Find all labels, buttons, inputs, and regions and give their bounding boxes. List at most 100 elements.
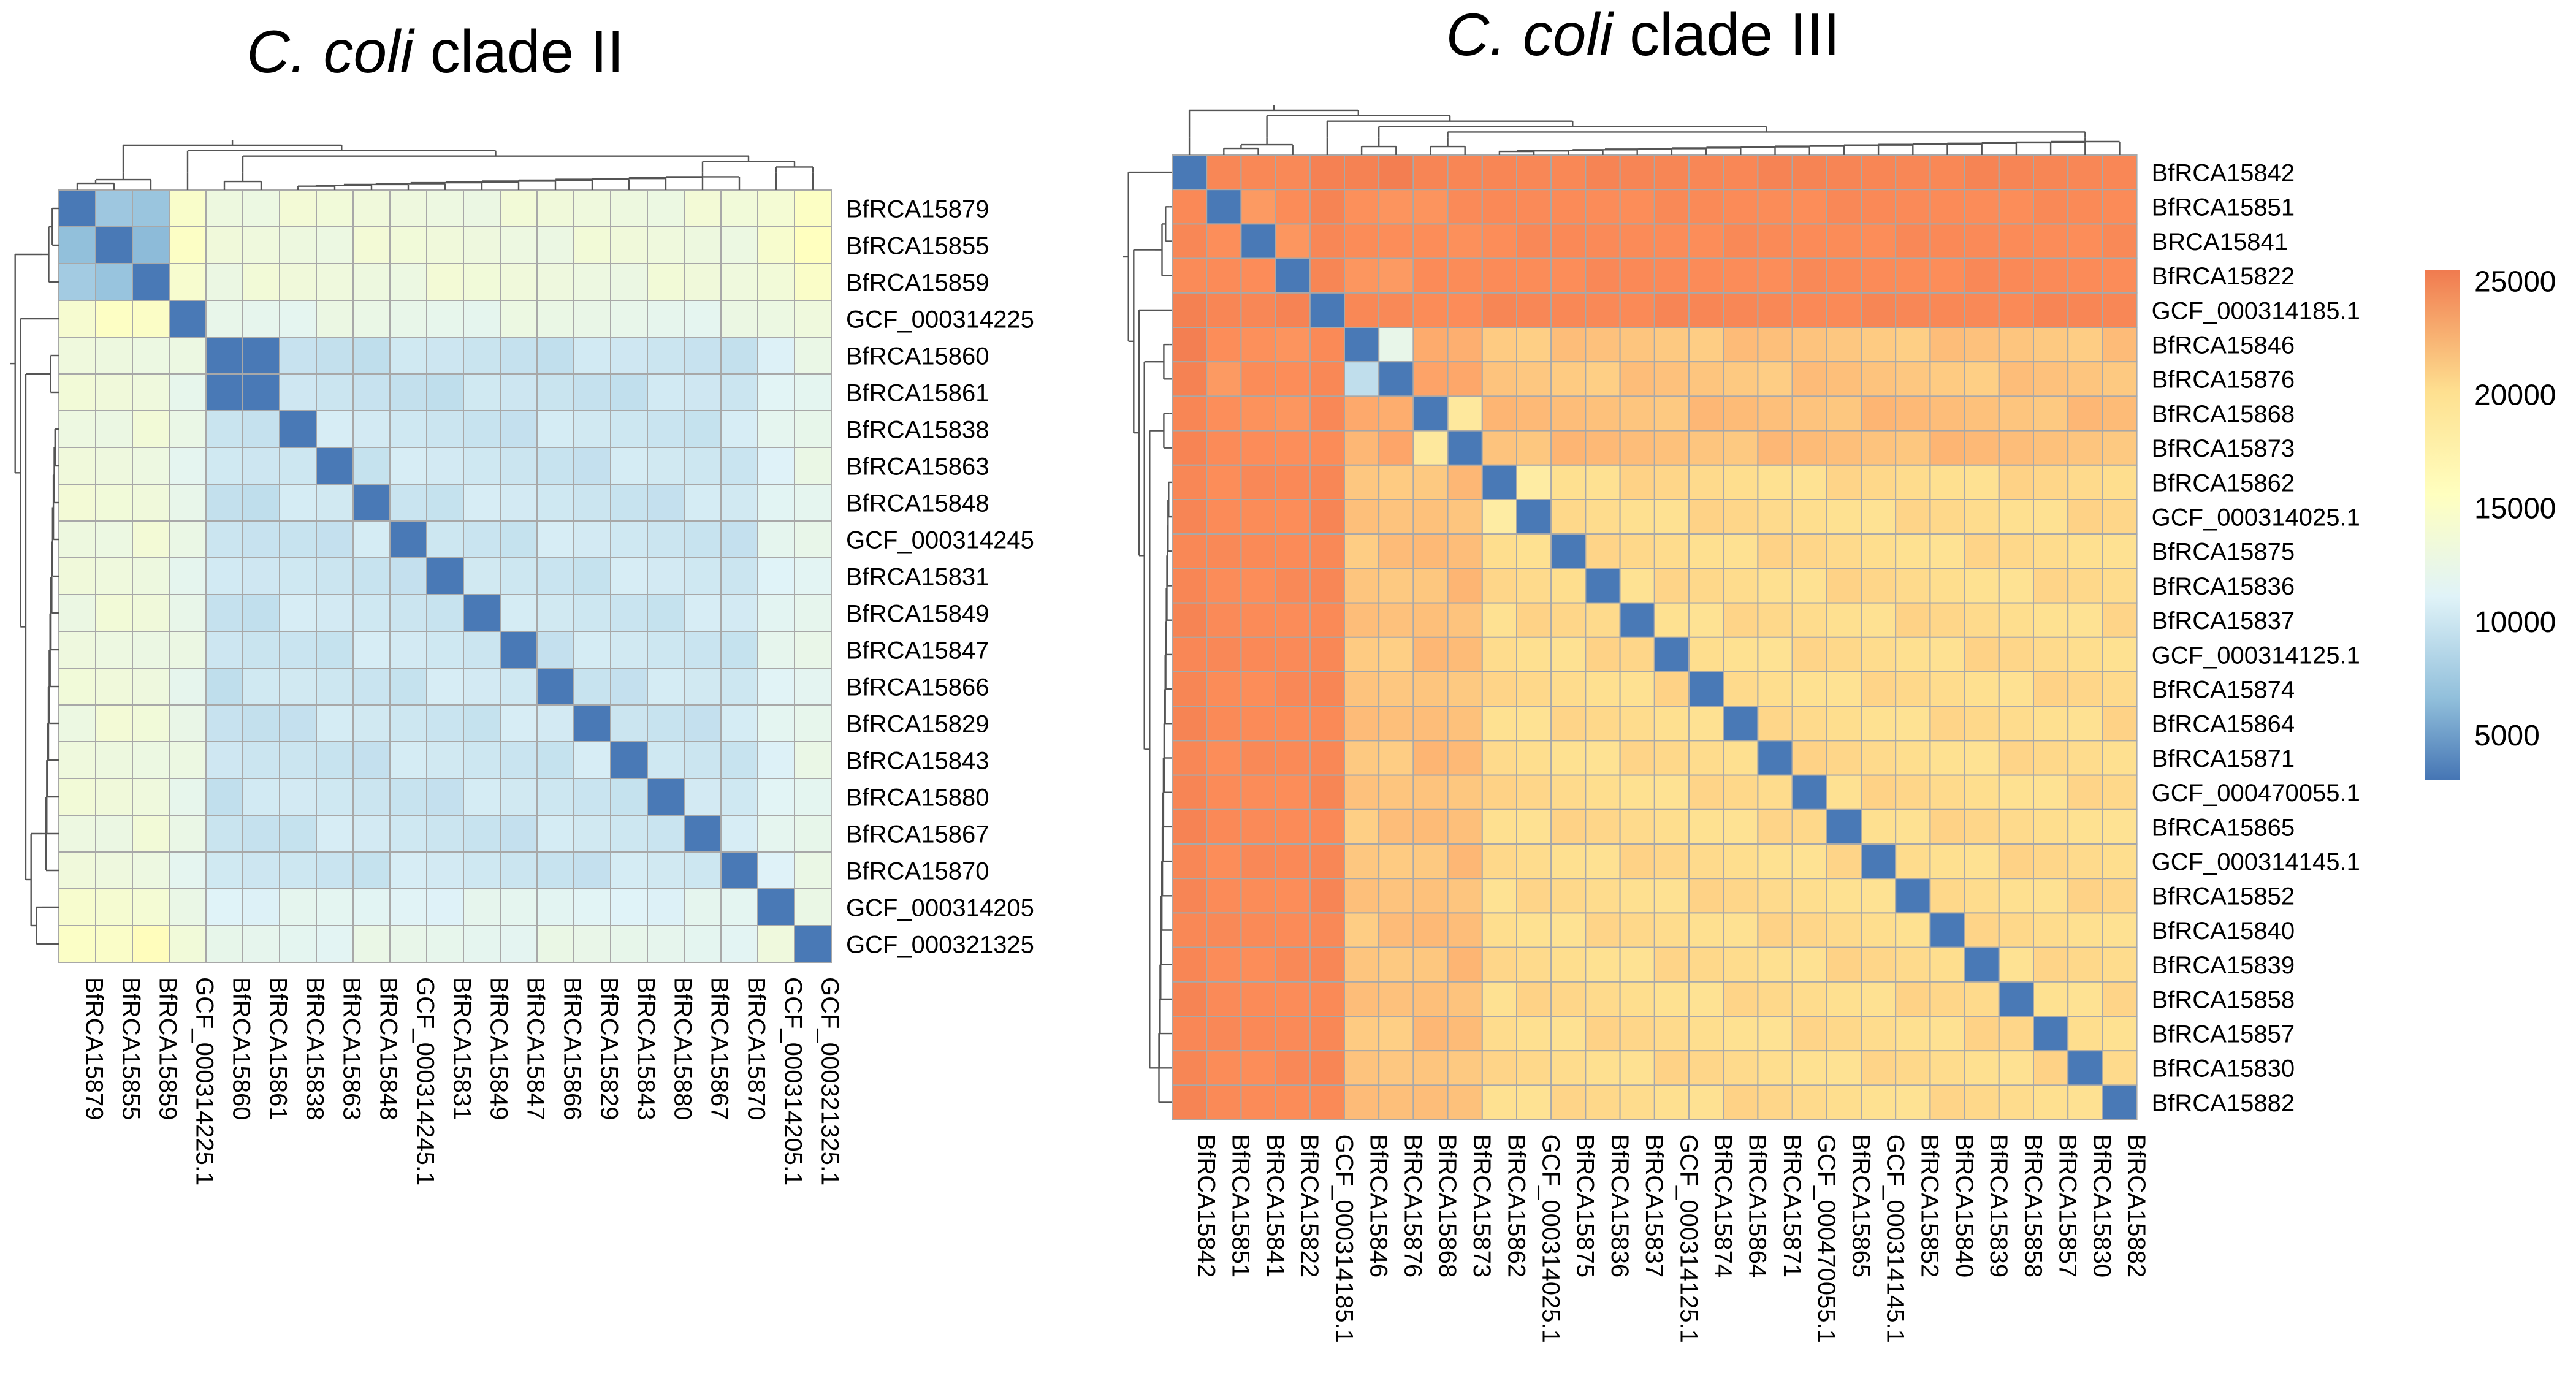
heatmap-cell [1550,912,1587,948]
heatmap-cell [757,447,795,485]
heatmap-cell [1688,706,1724,742]
heatmap-cell [1757,706,1793,742]
heatmap-cell [1998,1016,2035,1052]
column-label: BfRCA15858 [2019,1135,2046,1277]
heatmap-cell [2033,740,2069,776]
heatmap-cell [573,741,611,779]
heatmap-cell [1240,740,1276,776]
heatmap-cell [1412,257,1449,294]
heatmap-cell [242,226,280,264]
heatmap-cell [1206,499,1242,535]
heatmap-cell [95,815,133,853]
heatmap-cell [647,851,685,889]
heatmap-cell [500,741,538,779]
heatmap-cell [573,337,611,375]
heatmap-cell [573,263,611,301]
heatmap-cell [1964,878,2000,914]
heatmap-cell [1619,981,1655,1018]
heatmap-cell [242,741,280,779]
heatmap-cell [1275,499,1311,535]
heatmap-cell [1412,568,1449,604]
heatmap-cell [1378,1050,1414,1086]
heatmap-cell [1585,189,1621,225]
heatmap-cell [1688,361,1724,397]
heatmap-cell [1895,671,1931,707]
heatmap-cell [132,520,170,558]
heatmap-cell [169,263,207,301]
heatmap-cell [316,778,354,816]
heatmap-cell [757,668,795,706]
heatmap-cell [426,520,464,558]
heatmap-cell [720,447,758,485]
column-label: BfRCA15879 [80,977,107,1120]
row-label: BfRCA15880 [846,784,989,811]
heatmap-cell [1172,843,1208,880]
heatmap-cell [536,888,574,926]
heatmap-cell [279,300,317,338]
heatmap-cell [95,373,133,411]
heatmap-cell [1861,430,1897,466]
heatmap-cell [1275,327,1311,363]
heatmap-cell [1275,395,1311,432]
heatmap-cell [1516,1084,1552,1120]
heatmap-cell [1412,292,1449,328]
heatmap-cell [1895,602,1931,638]
heatmap-cell [1653,395,1690,432]
heatmap-cell [1206,292,1242,328]
heatmap-cell [1516,706,1552,742]
heatmap-cell [1653,636,1690,673]
column-label: BfRCA15829 [595,977,622,1120]
heatmap-cell [720,631,758,669]
heatmap-cell [1275,1050,1311,1086]
heatmap-cell [2067,843,2103,880]
heatmap-cell [1723,223,1759,259]
heatmap-cell [352,704,391,742]
heatmap-cell [58,337,96,375]
heatmap-cell [1998,843,2035,880]
heatmap-cell [1895,395,1931,432]
heatmap-cell [1240,843,1276,880]
heatmap-cell [1791,395,1827,432]
heatmap-cell [1826,533,1862,569]
heatmap-cell [1688,843,1724,880]
heatmap-2-title-italic: C. coli [1446,1,1615,68]
heatmap-cell [389,410,427,448]
heatmap-cell [205,704,243,742]
heatmap-cell [1964,981,2000,1018]
heatmap-cell [1447,636,1483,673]
row-label: BfRCA15868 [2152,401,2295,428]
heatmap-cell [58,447,96,485]
heatmap-cell [352,410,391,448]
heatmap-cell [205,741,243,779]
heatmap-cell [1344,671,1380,707]
heatmap-cell [1861,327,1897,363]
heatmap-cell [1723,636,1759,673]
heatmap-cell [1653,292,1690,328]
heatmap-cell [1895,981,1931,1018]
heatmap-cell [1481,740,1518,776]
heatmap-cell [1585,292,1621,328]
heatmap-cell [2033,636,2069,673]
heatmap-cell [1619,671,1655,707]
heatmap-cell [1378,602,1414,638]
heatmap-cell [647,337,685,375]
heatmap-cell [1895,464,1931,500]
heatmap-cell [1585,395,1621,432]
column-label: BfRCA15841 [1262,1135,1289,1277]
heatmap-cell [132,778,170,816]
heatmap-cell [1791,292,1827,328]
heatmap-cell [794,888,832,926]
heatmap-2-title-rest: clade III [1613,1,1840,68]
column-label: GCF_000314185.1 [1330,1135,1357,1343]
heatmap-cell [1757,430,1793,466]
heatmap-cell [279,263,317,301]
heatmap-cell [1826,154,1862,191]
heatmap-cell [242,520,280,558]
heatmap-cell [1275,602,1311,638]
heatmap-cell [1550,1084,1587,1120]
heatmap-cell [1378,395,1414,432]
heatmap-cell [389,668,427,706]
heatmap-cell [1826,981,1862,1018]
heatmap-cell [1206,878,1242,914]
heatmap-cell [757,226,795,264]
